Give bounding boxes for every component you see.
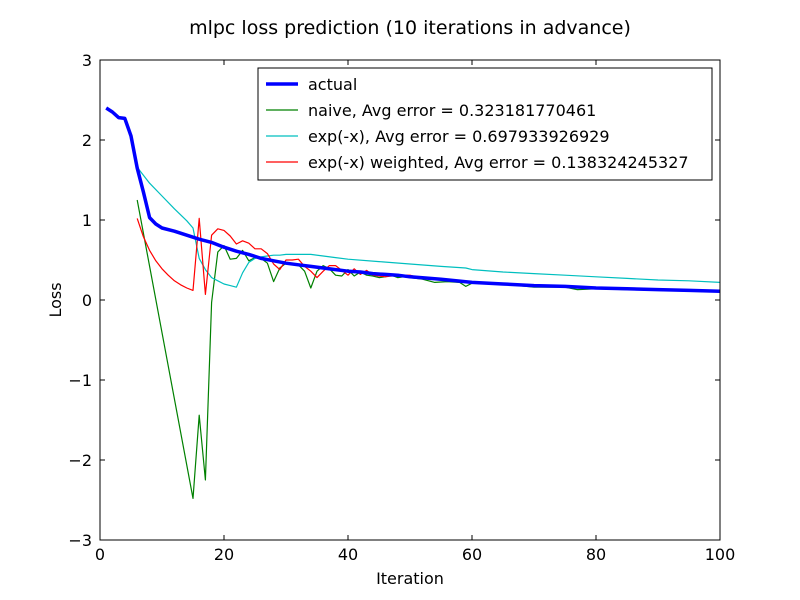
x-tick-label: 0 (95, 545, 105, 564)
legend-entry-exp-weighted-label: exp(-x) weighted, Avg error = 0.13832424… (308, 153, 689, 172)
chart-title: mlpc loss prediction (10 iterations in a… (189, 17, 631, 39)
series-layer (105, 106, 720, 499)
legend-entry-naive-label: naive, Avg error = 0.323181770461 (308, 101, 596, 120)
x-tick-label: 100 (705, 545, 736, 564)
x-tick-label: 60 (462, 545, 482, 564)
y-tick-label: 2 (82, 131, 92, 150)
legend-box (257, 67, 713, 181)
y-tick-label: 0 (82, 291, 92, 310)
actual-series-line (105, 106, 720, 293)
legend-entry-exp-label: exp(-x), Avg error = 0.697933926929 (308, 127, 610, 146)
x-tick-label: 40 (338, 545, 358, 564)
exp-series-line (136, 166, 720, 288)
y-tick-label: 3 (82, 51, 92, 70)
y-tick-label: −1 (68, 371, 92, 390)
y-tick-label: −3 (68, 531, 92, 550)
y-axis-ticks: −3 −2 −1 0 1 2 3 (68, 51, 720, 550)
y-tick-label: −2 (68, 451, 92, 470)
x-tick-label: 20 (214, 545, 234, 564)
plot-area: 0 20 40 60 80 100 −3 −2 −1 0 1 2 3 (68, 51, 735, 564)
x-axis-label: Iteration (376, 569, 444, 588)
x-tick-label: 80 (586, 545, 606, 564)
x-axis-ticks: 0 20 40 60 80 100 (95, 60, 735, 564)
y-axis-label: Loss (46, 282, 65, 317)
legend: actual naive, Avg error = 0.323181770461 e… (257, 67, 713, 181)
legend-entry-actual-label: actual (308, 75, 357, 94)
y-tick-label: 1 (82, 211, 92, 230)
